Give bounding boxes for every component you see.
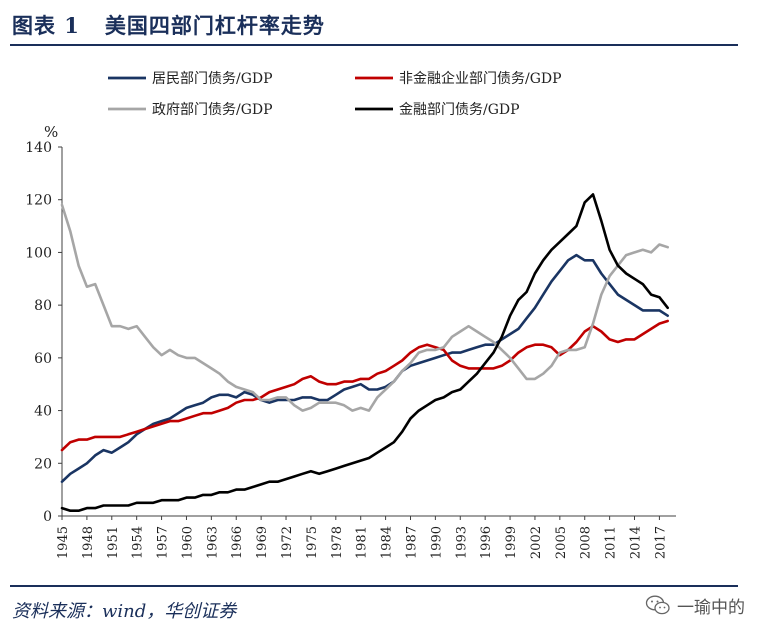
x-tick-label: 1957 <box>156 526 171 559</box>
figure-footer: 资料来源：wind，华创证券 <box>10 585 738 627</box>
x-tick-label: 1981 <box>355 526 370 559</box>
y-tick-label: 80 <box>34 298 52 314</box>
figure-title: 图表 1 美国四部门杠杆率走势 <box>12 10 325 40</box>
x-tick-label: 1984 <box>380 526 395 559</box>
x-tick-label: 1993 <box>454 526 469 559</box>
y-tick-label: 20 <box>34 456 52 472</box>
legend-label-3: 政府部门债务/GDP <box>152 102 273 118</box>
y-tick-label: 120 <box>25 193 52 209</box>
x-tick-label: 1972 <box>280 526 295 559</box>
x-tick-label: 1948 <box>81 526 96 559</box>
x-tick-label: 1990 <box>429 526 444 559</box>
x-tick-label: 1978 <box>330 526 345 559</box>
legend-label-4: 金融部门债务/GDP <box>399 102 520 118</box>
x-tick-label: 1969 <box>255 526 270 559</box>
wechat-icon <box>645 595 670 615</box>
x-tick-label: 2014 <box>629 526 644 559</box>
x-tick-label: 1963 <box>205 526 220 559</box>
x-tick-label: 1975 <box>305 526 320 559</box>
x-tick-label: 1987 <box>404 526 419 559</box>
x-tick-label: 1996 <box>479 526 494 559</box>
y-tick-label: 100 <box>25 245 52 261</box>
figure-label: 图表 1 <box>12 13 80 38</box>
x-tick-label: 1945 <box>56 526 71 559</box>
series-line-4 <box>60 193 670 513</box>
x-tick-label: 1954 <box>131 526 146 559</box>
x-tick-label: 1951 <box>106 526 121 559</box>
source-note: 资料来源：wind，华创证券 <box>12 601 237 622</box>
series-line-1 <box>60 253 670 484</box>
y-tick-label: 0 <box>43 509 52 525</box>
figure-header: 图表 1 美国四部门杠杆率走势 <box>10 4 738 46</box>
chart: 0 20 40 60 80 100 120 140% 1945 1948 1951 1954 1957 1… <box>25 70 676 559</box>
y-tick-label: 40 <box>34 404 52 420</box>
watermark: 一瑜中的 <box>645 590 745 620</box>
x-tick-label: 1960 <box>180 526 195 559</box>
legend-label-1: 居民部门债务/GDP <box>152 71 273 87</box>
series-line-3 <box>60 203 670 412</box>
y-axis-unit: % <box>44 123 58 141</box>
x-tick-label: 2008 <box>579 526 594 559</box>
x-tick-label: 1966 <box>230 526 245 559</box>
legend-label-2: 非金融企业部门债务/GDP <box>399 70 562 87</box>
x-tick-label: 2017 <box>653 526 668 559</box>
watermark-text: 一瑜中的 <box>677 597 745 618</box>
x-tick-label: 2002 <box>529 526 544 559</box>
y-tick-label: 60 <box>34 351 52 367</box>
y-tick-label: 140 <box>25 140 52 156</box>
x-tick-label: 2005 <box>554 526 569 559</box>
x-tick-label: 2011 <box>604 526 619 559</box>
x-tick-label: 1999 <box>504 526 519 559</box>
figure-title-text: 美国四部门杠杆率走势 <box>104 13 325 38</box>
